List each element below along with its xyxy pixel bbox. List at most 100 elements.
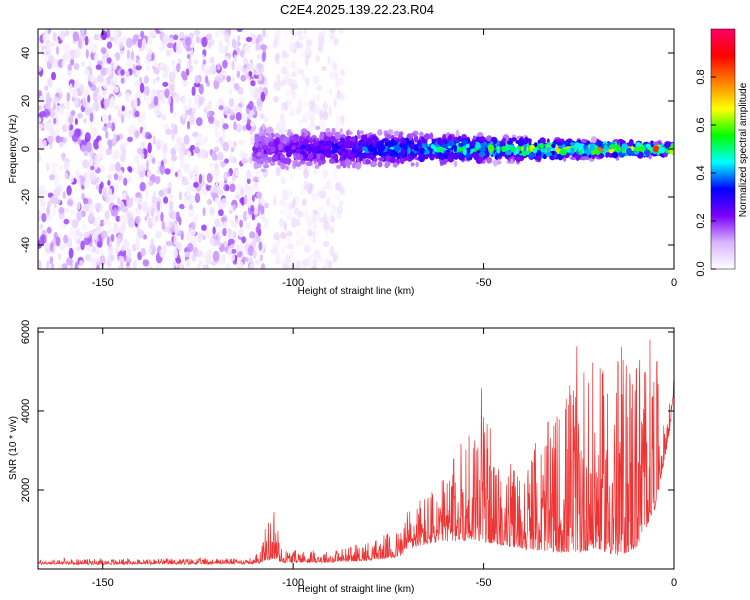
spectrogram-signal-cell <box>501 145 507 153</box>
spectrogram-signal-cell <box>577 143 585 148</box>
spectrogram-signal-cell <box>306 135 310 140</box>
spectrogram-cell <box>303 101 309 107</box>
spectrogram-signal-cell <box>545 152 553 157</box>
spectrogram-cell <box>156 75 160 82</box>
spectrogram-cell <box>260 205 265 215</box>
spectrogram-cell <box>224 45 228 54</box>
spectrogram-cell <box>275 166 281 176</box>
spectrogram-cell <box>95 216 101 227</box>
spectrogram-cell <box>123 214 128 225</box>
spectrogram-cell <box>185 36 192 47</box>
spectrogram-cell <box>242 125 247 131</box>
spectrogram-cell <box>110 96 115 106</box>
snr-series-line <box>38 339 674 566</box>
spectrogram-cell <box>188 65 194 72</box>
spectrogram-cell <box>231 60 235 71</box>
spectrogram-signal-cell <box>653 145 660 153</box>
spectrogram-signal-cell <box>551 143 556 149</box>
spectrogram-cell <box>223 220 228 230</box>
spectrogram-cell <box>216 29 220 36</box>
y-tick-label: -20 <box>20 189 32 205</box>
spectrogram-cell <box>236 243 240 254</box>
spectrogram-cell <box>63 218 70 225</box>
spectrogram-signal-cell <box>453 145 458 153</box>
spectrogram-signal-cell <box>353 145 357 152</box>
spectrogram-cell <box>182 180 189 186</box>
spectrogram-cell <box>250 121 256 128</box>
spectrogram-cell <box>287 243 294 250</box>
spectrogram-cell <box>301 259 308 268</box>
spectrogram-cell <box>140 152 145 160</box>
spectrogram-cell <box>124 92 131 103</box>
spectrogram-signal-cell <box>447 154 454 159</box>
spectrogram-cell <box>118 41 124 50</box>
spectrogram-cell <box>196 249 203 257</box>
spectrogram-cell <box>90 165 95 171</box>
spectrogram-cell <box>154 215 159 222</box>
spectrogram-cell <box>90 84 97 92</box>
spectrogram-cell <box>197 237 202 243</box>
spectrogram-cell <box>216 62 221 71</box>
spectrogram-cell <box>324 181 331 190</box>
spectrogram-cell <box>162 81 169 87</box>
spectrogram-cell <box>240 158 248 164</box>
spectrogram-cell <box>293 219 298 225</box>
spectrogram-signal-cell <box>443 154 449 159</box>
spectrogram-signal-cell <box>407 147 411 154</box>
spectrogram-cell <box>38 151 41 163</box>
spectrogram-signal-cell <box>558 145 564 149</box>
spectrogram-cell <box>41 229 47 236</box>
spectrogram-cell <box>248 156 253 164</box>
spectrogram-cell <box>188 32 195 39</box>
spectrogram-cell <box>215 131 220 138</box>
spectrogram-cell <box>148 180 154 187</box>
spectrogram-signal-cell <box>546 147 551 152</box>
spectrogram-cell <box>289 250 295 256</box>
spectrogram-cell <box>248 61 254 72</box>
spectrogram-cell <box>229 183 236 193</box>
spectrogram-cell <box>127 136 133 142</box>
spectrogram-signal-cell <box>537 155 542 161</box>
spectrogram-signal-cell <box>296 154 301 161</box>
spectrogram-cell <box>176 63 181 73</box>
spectrogram-cell <box>87 94 91 103</box>
x-tick-label: -150 <box>92 277 114 289</box>
spectrogram-cell <box>310 115 315 123</box>
spectrogram-cell <box>80 174 84 186</box>
spectrogram-cell <box>209 123 216 129</box>
spectrogram-cell <box>235 112 242 121</box>
spectrogram-cell <box>38 65 42 72</box>
spectrogram-signal-cell <box>625 147 633 155</box>
spectrogram-signal-cell <box>364 134 368 141</box>
spectrogram-cell <box>165 240 173 247</box>
spectrogram-cell <box>81 223 87 231</box>
spectrogram-signal-cell <box>269 161 276 166</box>
spectrogram-cell <box>125 70 130 77</box>
spectrogram-cell <box>284 88 291 97</box>
spectrogram-cell <box>321 265 327 269</box>
spectrogram-signal-cell <box>364 159 371 165</box>
spectrogram-cell <box>330 33 336 40</box>
spectrogram-cell <box>256 191 263 199</box>
spectrogram-signal-cell <box>492 138 498 145</box>
spectrogram-signal-cell <box>377 160 383 168</box>
spectrogram-cell <box>332 170 338 181</box>
spectrogram-signal-cell <box>319 131 325 140</box>
spectrogram-cell <box>312 75 320 85</box>
spectrogram-cell <box>46 162 50 172</box>
spectrogram-signal-cell <box>528 138 532 146</box>
spectrogram-cell <box>95 184 100 190</box>
spectrogram-cell <box>279 199 286 206</box>
spectrogram-cell <box>264 202 269 209</box>
spectrogram-cell <box>152 59 159 67</box>
spectrogram-cell <box>65 99 70 110</box>
spectrogram-cell <box>66 257 73 266</box>
spectrogram-cell <box>45 91 51 101</box>
spectrogram-cell <box>298 35 305 41</box>
spectrogram-cell <box>52 208 56 216</box>
spectrogram-cell <box>45 260 50 269</box>
spectrogram-cell <box>79 83 85 94</box>
spectrogram-signal-cell <box>409 133 417 137</box>
spectrogram-cell <box>225 262 230 269</box>
spectrogram-cell <box>334 254 338 262</box>
